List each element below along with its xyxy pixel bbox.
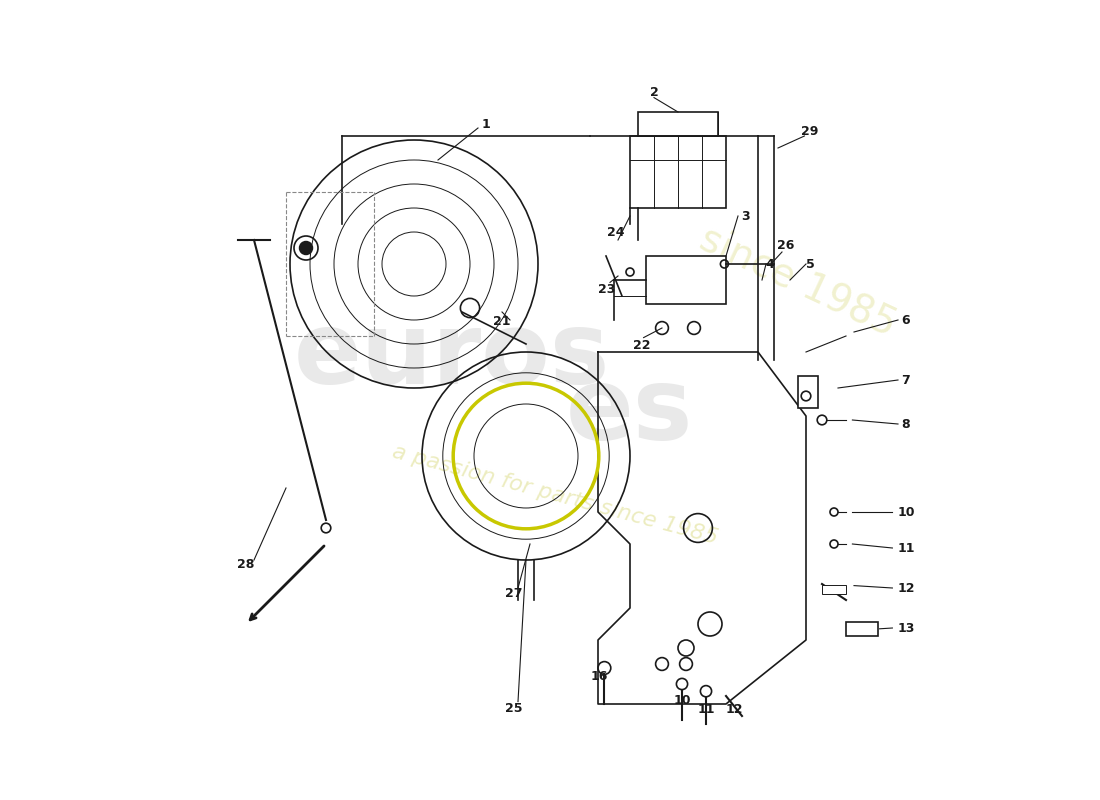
Text: 13: 13 bbox=[898, 622, 915, 634]
Text: 7: 7 bbox=[902, 374, 911, 386]
Circle shape bbox=[299, 242, 312, 254]
Text: 28: 28 bbox=[238, 558, 255, 570]
Text: euros: euros bbox=[294, 308, 610, 405]
Text: 10: 10 bbox=[673, 694, 691, 706]
Text: 2: 2 bbox=[650, 86, 659, 98]
Text: a passion for parts since 1985: a passion for parts since 1985 bbox=[390, 442, 720, 548]
Bar bbox=[798, 376, 818, 408]
Text: 24: 24 bbox=[607, 226, 625, 238]
Text: 21: 21 bbox=[493, 315, 510, 328]
FancyBboxPatch shape bbox=[646, 256, 726, 304]
Text: 22: 22 bbox=[634, 339, 651, 352]
Text: 6: 6 bbox=[902, 314, 911, 326]
Text: 12: 12 bbox=[725, 703, 742, 716]
Text: 29: 29 bbox=[801, 125, 818, 138]
Text: 8: 8 bbox=[902, 418, 911, 430]
Text: 12: 12 bbox=[898, 582, 915, 594]
Text: 16: 16 bbox=[591, 670, 608, 682]
Text: 25: 25 bbox=[505, 702, 522, 714]
Text: 4: 4 bbox=[766, 258, 774, 270]
Text: 11: 11 bbox=[898, 542, 915, 554]
FancyBboxPatch shape bbox=[630, 136, 726, 208]
Text: 3: 3 bbox=[741, 210, 750, 222]
Bar bbox=[846, 622, 878, 636]
Text: 10: 10 bbox=[898, 506, 915, 518]
Text: since 1985: since 1985 bbox=[694, 220, 902, 344]
Text: 23: 23 bbox=[598, 283, 616, 296]
Text: es: es bbox=[566, 364, 693, 461]
Text: 27: 27 bbox=[505, 587, 522, 600]
Text: 11: 11 bbox=[697, 703, 715, 716]
Text: 26: 26 bbox=[778, 239, 794, 252]
Text: 1: 1 bbox=[482, 118, 491, 130]
Bar bbox=[638, 112, 718, 136]
Text: 5: 5 bbox=[805, 258, 814, 270]
Bar bbox=[822, 585, 846, 594]
